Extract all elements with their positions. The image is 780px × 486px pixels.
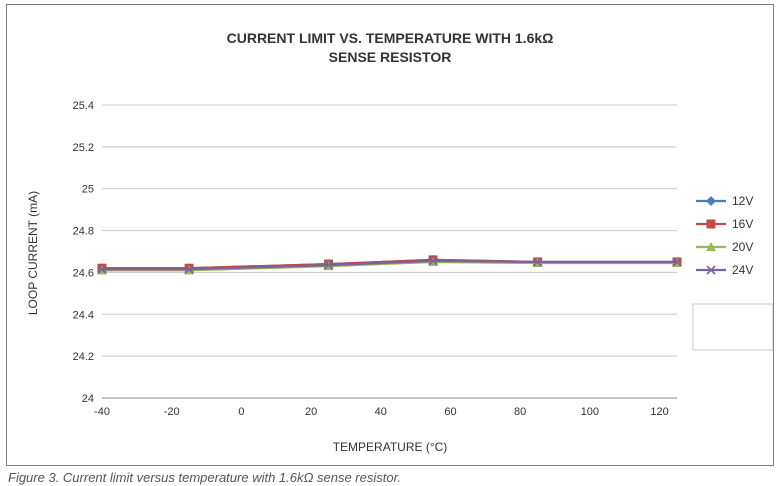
x-tick-label: 80 — [514, 406, 526, 418]
data-point — [672, 257, 682, 267]
y-tick-label: 25.4 — [73, 100, 94, 112]
legend-label: 16V — [732, 217, 753, 231]
legend: 12V 16V 20V 24V — [696, 194, 753, 277]
data-point — [428, 256, 438, 266]
gridlines — [102, 104, 677, 399]
data-series — [97, 254, 682, 275]
data-point — [706, 265, 716, 275]
x-tick-label: 100 — [581, 406, 599, 418]
data-point — [706, 196, 716, 206]
y-tick-label: 24.2 — [73, 351, 94, 363]
x-tick-label: 60 — [444, 406, 456, 418]
x-tick-label: -40 — [94, 406, 110, 418]
x-axis-label: TEMPERATURE (°C) — [333, 440, 448, 454]
data-point — [323, 260, 334, 270]
data-point — [706, 219, 716, 229]
legend-label: 20V — [732, 240, 753, 254]
y-tick-label: 24.8 — [73, 226, 94, 238]
legend-item-24v: 24V — [696, 263, 753, 277]
data-point — [184, 264, 194, 274]
y-tick-label: 24.4 — [73, 309, 94, 321]
y-axis-label: LOOP CURRENT (mA) — [26, 191, 40, 315]
chart-frame: CURRENT LIMIT VS. TEMPERATURE WITH 1.6kΩ… — [6, 4, 774, 466]
x-tick-label: 0 — [238, 406, 244, 418]
legend-item-12v: 12V — [696, 194, 753, 208]
line-chart: CURRENT LIMIT VS. TEMPERATURE WITH 1.6kΩ… — [26, 30, 773, 454]
y-tick-label: 24.6 — [73, 267, 94, 279]
y-tick-label: 24 — [82, 393, 94, 405]
x-tick-label: 40 — [375, 406, 387, 418]
y-axis-ticks: 24 24.2 24.4 24.6 24.8 25 25.2 25.4 — [73, 100, 94, 405]
chart-title-line-1: CURRENT LIMIT VS. TEMPERATURE WITH 1.6kΩ — [227, 30, 554, 46]
x-axis-ticks: -40 -20 0 20 40 60 80 100 120 — [94, 406, 669, 418]
legend-label: 24V — [732, 263, 753, 277]
x-tick-label: 20 — [305, 406, 317, 418]
series-24v — [97, 256, 682, 274]
y-tick-label: 25 — [82, 184, 94, 196]
y-tick-label: 25.2 — [73, 142, 94, 154]
data-point — [533, 257, 543, 267]
x-tick-label: 120 — [650, 406, 668, 418]
legend-empty-box — [692, 303, 773, 351]
chart-title-line-2: SENSE RESISTOR — [329, 49, 452, 65]
legend-item-20v: 20V — [696, 240, 753, 254]
legend-label: 12V — [732, 194, 753, 208]
figure-caption: Figure 3. Current limit versus temperatu… — [8, 470, 402, 485]
legend-item-16v: 16V — [696, 217, 753, 231]
data-point — [706, 242, 716, 251]
series-line — [102, 259, 677, 271]
data-point — [97, 264, 107, 274]
chart-title: CURRENT LIMIT VS. TEMPERATURE WITH 1.6kΩ… — [227, 30, 554, 65]
x-tick-label: -20 — [164, 406, 180, 418]
